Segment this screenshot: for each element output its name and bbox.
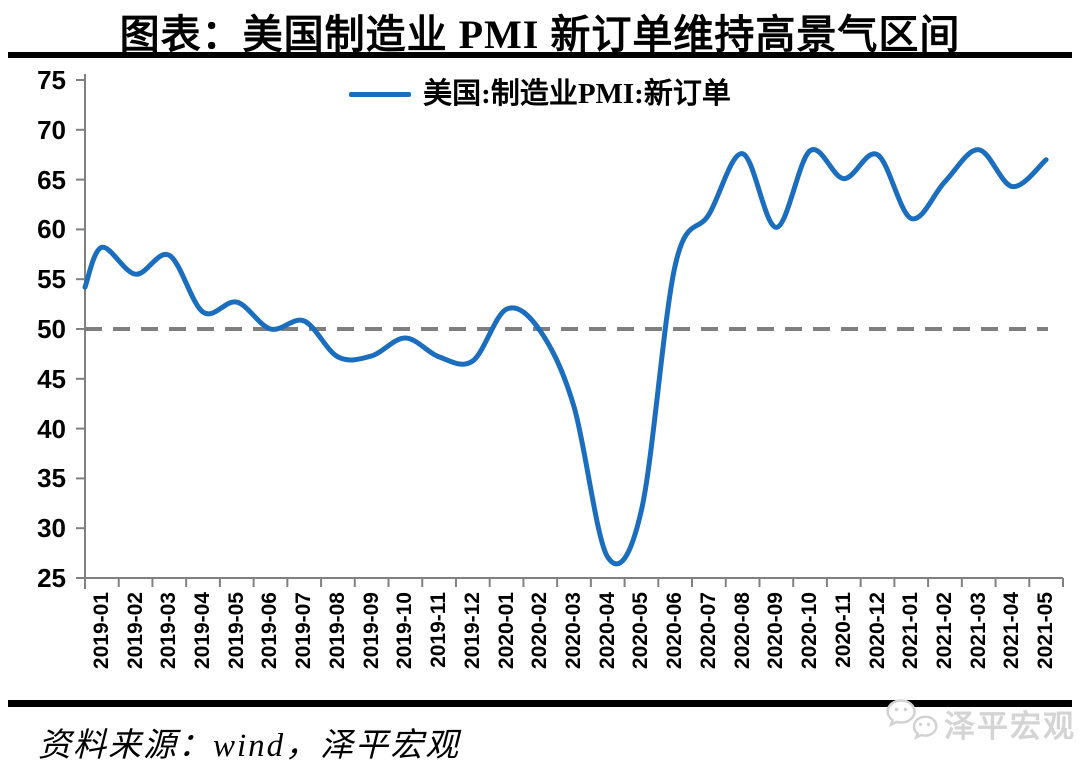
y-axis-label: 70 xyxy=(37,114,66,145)
x-axis-label: 2019-01 xyxy=(89,592,113,670)
x-axis-label: 2020-12 xyxy=(865,592,889,670)
x-axis-label: 2020-02 xyxy=(528,592,552,670)
chat-bubbles-icon xyxy=(886,699,938,740)
x-axis-label: 2020-09 xyxy=(764,592,788,670)
x-axis-label: 2019-05 xyxy=(224,592,248,670)
top-divider xyxy=(8,52,1072,58)
x-axis-label: 2019-11 xyxy=(427,592,451,668)
y-axis-label: 35 xyxy=(37,463,66,494)
x-axis-label: 2020-07 xyxy=(696,592,720,670)
y-axis-label: 40 xyxy=(37,413,66,444)
x-axis-label: 2020-10 xyxy=(798,592,822,670)
x-axis-label: 2019-02 xyxy=(123,592,147,670)
chart-title: 图表：美国制造业 PMI 新订单维持高景气区间 xyxy=(119,12,961,57)
x-axis-label: 2019-06 xyxy=(258,592,282,670)
y-axis-label: 50 xyxy=(37,314,66,344)
watermark-text: 泽平宏观 xyxy=(944,708,1076,744)
y-axis-label: 75 xyxy=(37,65,66,95)
x-axis-label: 2019-04 xyxy=(191,592,215,670)
legend-label: 美国:制造业PMI:新订单 xyxy=(423,78,731,110)
x-axis-label: 2019-03 xyxy=(157,592,181,670)
y-axis-label: 30 xyxy=(37,513,66,544)
x-axis-label: 2019-09 xyxy=(359,592,383,670)
y-axis-label: 25 xyxy=(37,563,66,593)
source-note: 资料来源：wind，泽平宏观 xyxy=(38,728,461,764)
y-axis-label: 65 xyxy=(37,164,66,195)
y-axis-label: 55 xyxy=(37,264,66,295)
x-axis-label: 2020-05 xyxy=(629,592,653,670)
x-axis-label: 2020-04 xyxy=(595,592,619,670)
x-axis-label: 2019-10 xyxy=(393,592,417,670)
x-axis-label: 2019-12 xyxy=(460,592,484,670)
legend: 美国:制造业PMI:新订单 xyxy=(0,80,1080,109)
bottom-divider xyxy=(8,700,1072,707)
x-axis-label: 2020-03 xyxy=(562,592,585,670)
y-axis-label: 60 xyxy=(37,214,66,245)
x-axis-label: 2019-07 xyxy=(292,592,316,670)
x-axis-label: 2021-03 xyxy=(966,592,990,670)
x-axis-label: 2020-08 xyxy=(730,592,754,670)
x-axis-label: 2021-05 xyxy=(1034,592,1058,670)
x-axis-label: 2019-08 xyxy=(325,592,349,670)
x-axis-label: 2020-06 xyxy=(663,592,687,670)
x-axis-label: 2021-02 xyxy=(932,592,956,670)
watermark: 泽平宏观 xyxy=(886,696,1076,750)
x-axis-label: 2020-01 xyxy=(494,592,518,670)
legend-line-marker xyxy=(349,92,412,97)
pmi-new-orders-line xyxy=(82,147,1049,567)
y-axis-label: 45 xyxy=(37,363,66,394)
x-axis-label: 2021-04 xyxy=(1000,592,1024,670)
x-axis-label: 2020-11 xyxy=(831,592,855,668)
x-axis-label: 2021-01 xyxy=(899,592,923,670)
